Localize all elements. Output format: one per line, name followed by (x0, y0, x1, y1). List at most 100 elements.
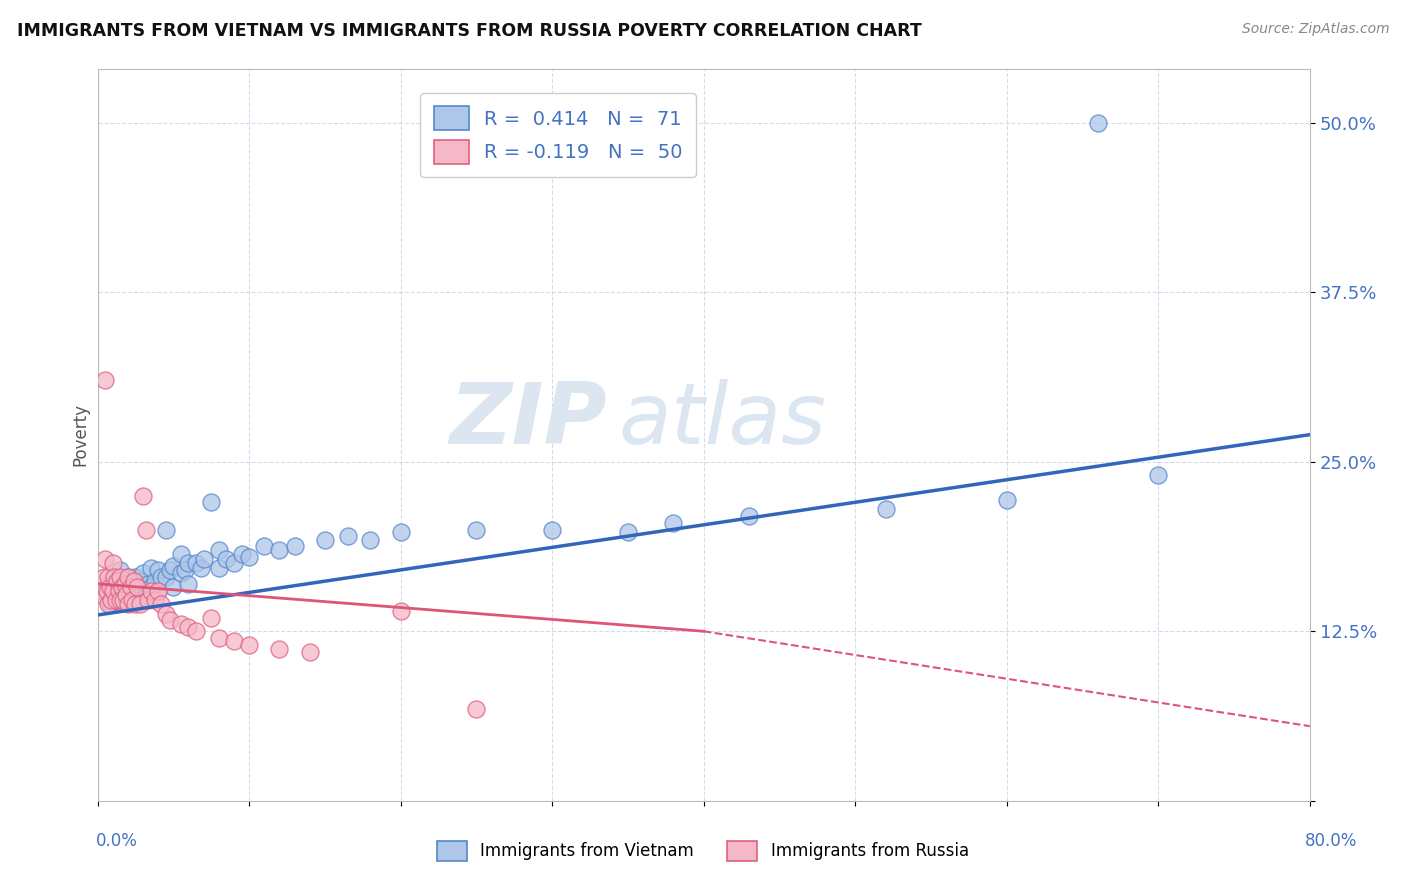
Point (91, 583, 114, 598)
Point (238, 549, 260, 564)
Point (100, 583, 122, 598)
Point (124, 597, 146, 611)
Point (135, 523, 157, 537)
Point (284, 539, 307, 553)
Point (97, 576, 120, 591)
Point (662, 516, 685, 530)
Point (94, 373, 117, 387)
Point (222, 557, 245, 571)
Point (115, 591, 138, 605)
Point (875, 502, 897, 516)
Text: atlas: atlas (619, 378, 827, 461)
Point (139, 560, 162, 574)
Point (150, 570, 173, 584)
Point (215, 552, 238, 566)
Point (117, 570, 139, 584)
Point (132, 489, 155, 503)
Point (159, 563, 181, 577)
Point (465, 523, 488, 537)
Point (465, 701, 488, 715)
Point (120, 591, 142, 605)
Point (208, 542, 231, 557)
Point (170, 547, 193, 561)
Point (121, 583, 143, 598)
Point (148, 583, 170, 598)
Point (94, 591, 117, 605)
Point (238, 638, 260, 652)
Point (127, 580, 149, 594)
Point (105, 593, 128, 607)
Point (336, 529, 359, 543)
Point (110, 563, 132, 577)
Point (177, 557, 200, 571)
Point (222, 633, 245, 648)
Point (125, 580, 148, 594)
Point (124, 593, 146, 607)
Point (104, 583, 127, 598)
Point (120, 576, 142, 591)
Point (148, 583, 170, 598)
Point (122, 574, 145, 588)
Point (129, 574, 152, 588)
Point (208, 560, 231, 574)
Point (111, 593, 134, 607)
Point (314, 533, 336, 548)
Point (117, 570, 139, 584)
Point (139, 583, 162, 598)
Point (101, 583, 124, 598)
Point (135, 591, 157, 605)
Point (139, 580, 162, 594)
Point (200, 495, 222, 509)
Point (136, 593, 159, 607)
Point (738, 508, 761, 523)
Point (117, 583, 139, 598)
Point (114, 583, 136, 598)
Point (129, 597, 152, 611)
Point (184, 624, 207, 639)
Point (112, 576, 135, 591)
Legend: Immigrants from Vietnam, Immigrants from Russia: Immigrants from Vietnam, Immigrants from… (430, 834, 976, 868)
Point (190, 560, 212, 574)
Text: Source: ZipAtlas.com: Source: ZipAtlas.com (1241, 22, 1389, 37)
Point (105, 574, 128, 588)
Point (115, 588, 138, 602)
Point (112, 593, 135, 607)
Point (110, 593, 132, 607)
Y-axis label: Poverty: Poverty (72, 403, 89, 467)
Point (359, 533, 381, 548)
Point (122, 574, 145, 588)
Point (208, 631, 231, 645)
Point (97, 597, 120, 611)
Point (389, 525, 412, 540)
Point (101, 557, 124, 571)
Point (121, 593, 143, 607)
Point (177, 576, 200, 591)
Point (136, 576, 159, 591)
Point (96, 583, 118, 598)
Point (269, 641, 291, 656)
Point (120, 580, 142, 594)
Point (143, 574, 166, 588)
Text: 80.0%: 80.0% (1305, 831, 1357, 849)
Point (101, 570, 124, 584)
Point (1147, 468, 1170, 483)
Point (101, 591, 124, 605)
Point (114, 576, 136, 591)
Point (170, 566, 193, 580)
Point (148, 563, 170, 577)
Point (200, 611, 222, 625)
Point (98, 580, 121, 594)
Text: ZIP: ZIP (449, 378, 607, 461)
Point (155, 523, 177, 537)
Point (159, 614, 181, 628)
Point (389, 604, 412, 618)
Point (174, 563, 197, 577)
Point (94, 552, 117, 566)
Point (110, 583, 132, 598)
Point (617, 525, 640, 540)
Point (143, 593, 166, 607)
Point (132, 583, 155, 598)
Point (231, 547, 253, 561)
Point (253, 539, 276, 553)
Point (269, 542, 291, 557)
